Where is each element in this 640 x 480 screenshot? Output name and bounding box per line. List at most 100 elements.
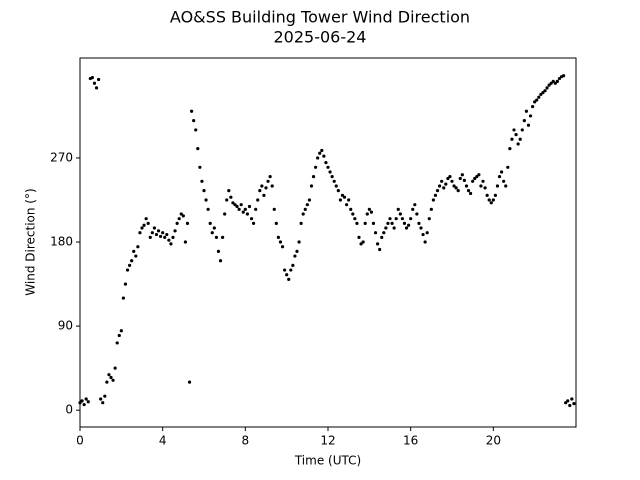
- data-point: [471, 179, 475, 183]
- data-point: [324, 161, 328, 165]
- data-point: [500, 170, 504, 174]
- data-point: [386, 221, 390, 225]
- data-point: [119, 329, 123, 333]
- data-point: [130, 259, 134, 263]
- data-point: [258, 189, 262, 193]
- data-point: [438, 184, 442, 188]
- data-point: [564, 401, 568, 405]
- data-point: [429, 207, 433, 211]
- data-point: [142, 223, 146, 227]
- data-point: [363, 221, 367, 225]
- data-point: [502, 179, 506, 183]
- data-point: [307, 198, 311, 202]
- data-point: [435, 189, 440, 193]
- chart-title: AO&SS Building Tower Wind Direction: [170, 8, 470, 27]
- data-point: [398, 212, 402, 216]
- data-point: [373, 231, 378, 235]
- data-point: [194, 128, 198, 132]
- data-point: [214, 235, 218, 239]
- data-point: [291, 263, 295, 267]
- data-point: [264, 186, 268, 190]
- data-point: [233, 203, 237, 207]
- data-point: [473, 176, 477, 181]
- data-point: [150, 231, 154, 235]
- data-point: [173, 229, 177, 233]
- data-point: [94, 86, 99, 90]
- data-point: [280, 245, 285, 249]
- data-point: [347, 198, 351, 202]
- data-point: [190, 109, 194, 113]
- data-point: [115, 341, 119, 345]
- data-point: [183, 240, 187, 244]
- data-point: [479, 184, 483, 188]
- data-point: [384, 226, 388, 230]
- data-point: [423, 240, 427, 244]
- data-point: [185, 221, 190, 225]
- data-point: [504, 184, 508, 188]
- data-point: [365, 212, 369, 216]
- data-point: [175, 221, 179, 225]
- data-point: [297, 240, 301, 244]
- data-point: [460, 173, 464, 177]
- data-point: [152, 226, 156, 230]
- data-point: [533, 100, 537, 104]
- data-point: [415, 212, 419, 216]
- data-point: [568, 403, 572, 408]
- data-point: [121, 296, 125, 300]
- data-point: [206, 207, 210, 211]
- data-point: [462, 178, 466, 182]
- data-point: [345, 203, 349, 207]
- data-point: [510, 137, 514, 141]
- data-point: [132, 249, 136, 253]
- data-point: [493, 193, 497, 197]
- data-point: [349, 207, 353, 211]
- data-point: [239, 203, 243, 207]
- data-point: [541, 90, 545, 95]
- data-point: [522, 118, 526, 123]
- data-point: [303, 207, 307, 211]
- data-point: [196, 147, 200, 151]
- data-point: [237, 207, 241, 211]
- data-point: [330, 175, 334, 179]
- data-point: [177, 217, 181, 221]
- data-point: [526, 123, 531, 127]
- data-point: [283, 268, 287, 272]
- data-point: [407, 223, 411, 227]
- data-point: [229, 195, 233, 199]
- data-point: [483, 186, 487, 190]
- data-point: [485, 193, 489, 197]
- data-point: [378, 247, 382, 252]
- data-point: [293, 254, 297, 258]
- data-point: [90, 76, 94, 80]
- data-point: [235, 204, 239, 209]
- data-point: [138, 231, 142, 235]
- x-tick-label: 16: [403, 434, 418, 448]
- data-point: [260, 184, 264, 188]
- data-point: [86, 400, 90, 404]
- data-point: [450, 179, 454, 183]
- data-point: [491, 198, 495, 202]
- data-point: [477, 173, 481, 177]
- x-tick-label: 0: [76, 434, 84, 448]
- data-point: [272, 207, 276, 211]
- data-point: [528, 114, 533, 118]
- data-point: [458, 176, 462, 181]
- data-point: [516, 142, 520, 146]
- data-point: [390, 221, 394, 225]
- data-point: [243, 207, 247, 211]
- data-point: [245, 212, 249, 216]
- data-point: [148, 235, 152, 239]
- data-point: [332, 179, 336, 183]
- data-point: [99, 397, 103, 401]
- data-point: [380, 235, 384, 239]
- data-point: [566, 399, 570, 403]
- data-point: [394, 217, 398, 221]
- data-point: [421, 232, 425, 237]
- data-point: [433, 193, 438, 197]
- data-point: [80, 399, 84, 403]
- data-point: [171, 235, 175, 239]
- data-point: [572, 402, 576, 406]
- x-tick-label: 12: [320, 434, 335, 448]
- data-point: [278, 240, 283, 244]
- data-point: [440, 179, 444, 183]
